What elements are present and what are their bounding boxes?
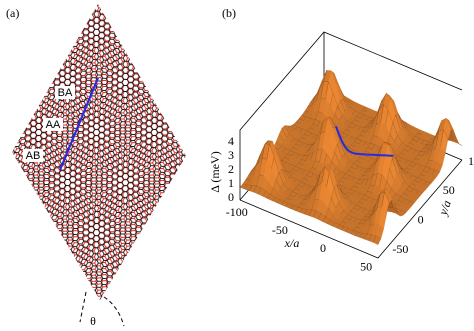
stacking-label: AB (26, 150, 41, 162)
path-curve (334, 125, 394, 157)
y-tick-label: 50 (443, 183, 455, 197)
y-axis-label: y/a (435, 198, 454, 218)
surface-patch (401, 207, 410, 213)
surface-patch (409, 197, 418, 204)
z-tick-label: 1 (228, 176, 234, 190)
label-bg (23, 149, 43, 162)
y-tick-label: 0 (418, 213, 424, 227)
z-tick-label: 2 (228, 162, 234, 176)
surface-plot (239, 31, 463, 259)
x-tick-label: -100 (226, 205, 248, 219)
surface-patch (373, 235, 382, 245)
angle-lines (79, 291, 125, 327)
y-tick-label: -50 (392, 242, 408, 256)
panel-label: (b) (222, 6, 236, 20)
x-axis-label: x/a (284, 236, 300, 250)
x-tick-label: -50 (272, 223, 288, 237)
surface-patch (443, 117, 452, 140)
stacking-label: BA (58, 87, 73, 99)
z-tick-label: 3 (228, 148, 234, 162)
stacking-label: AA (46, 119, 61, 131)
label-bg (43, 118, 63, 131)
z-tick-label: 4 (228, 134, 234, 148)
y-tick-label: 100 (468, 154, 474, 168)
surface-patch (434, 161, 443, 173)
panel-label: (a) (6, 6, 19, 20)
z-axis-label: Δ (meV) (208, 151, 222, 192)
x-tick-label: 0 (320, 241, 326, 255)
box-frame (239, 31, 463, 259)
angle-label: θ (90, 314, 96, 328)
x-tick-label: 50 (360, 259, 372, 273)
z-tick-label: 0 (228, 190, 234, 204)
path-line (58, 77, 100, 171)
label-bg (55, 86, 75, 99)
